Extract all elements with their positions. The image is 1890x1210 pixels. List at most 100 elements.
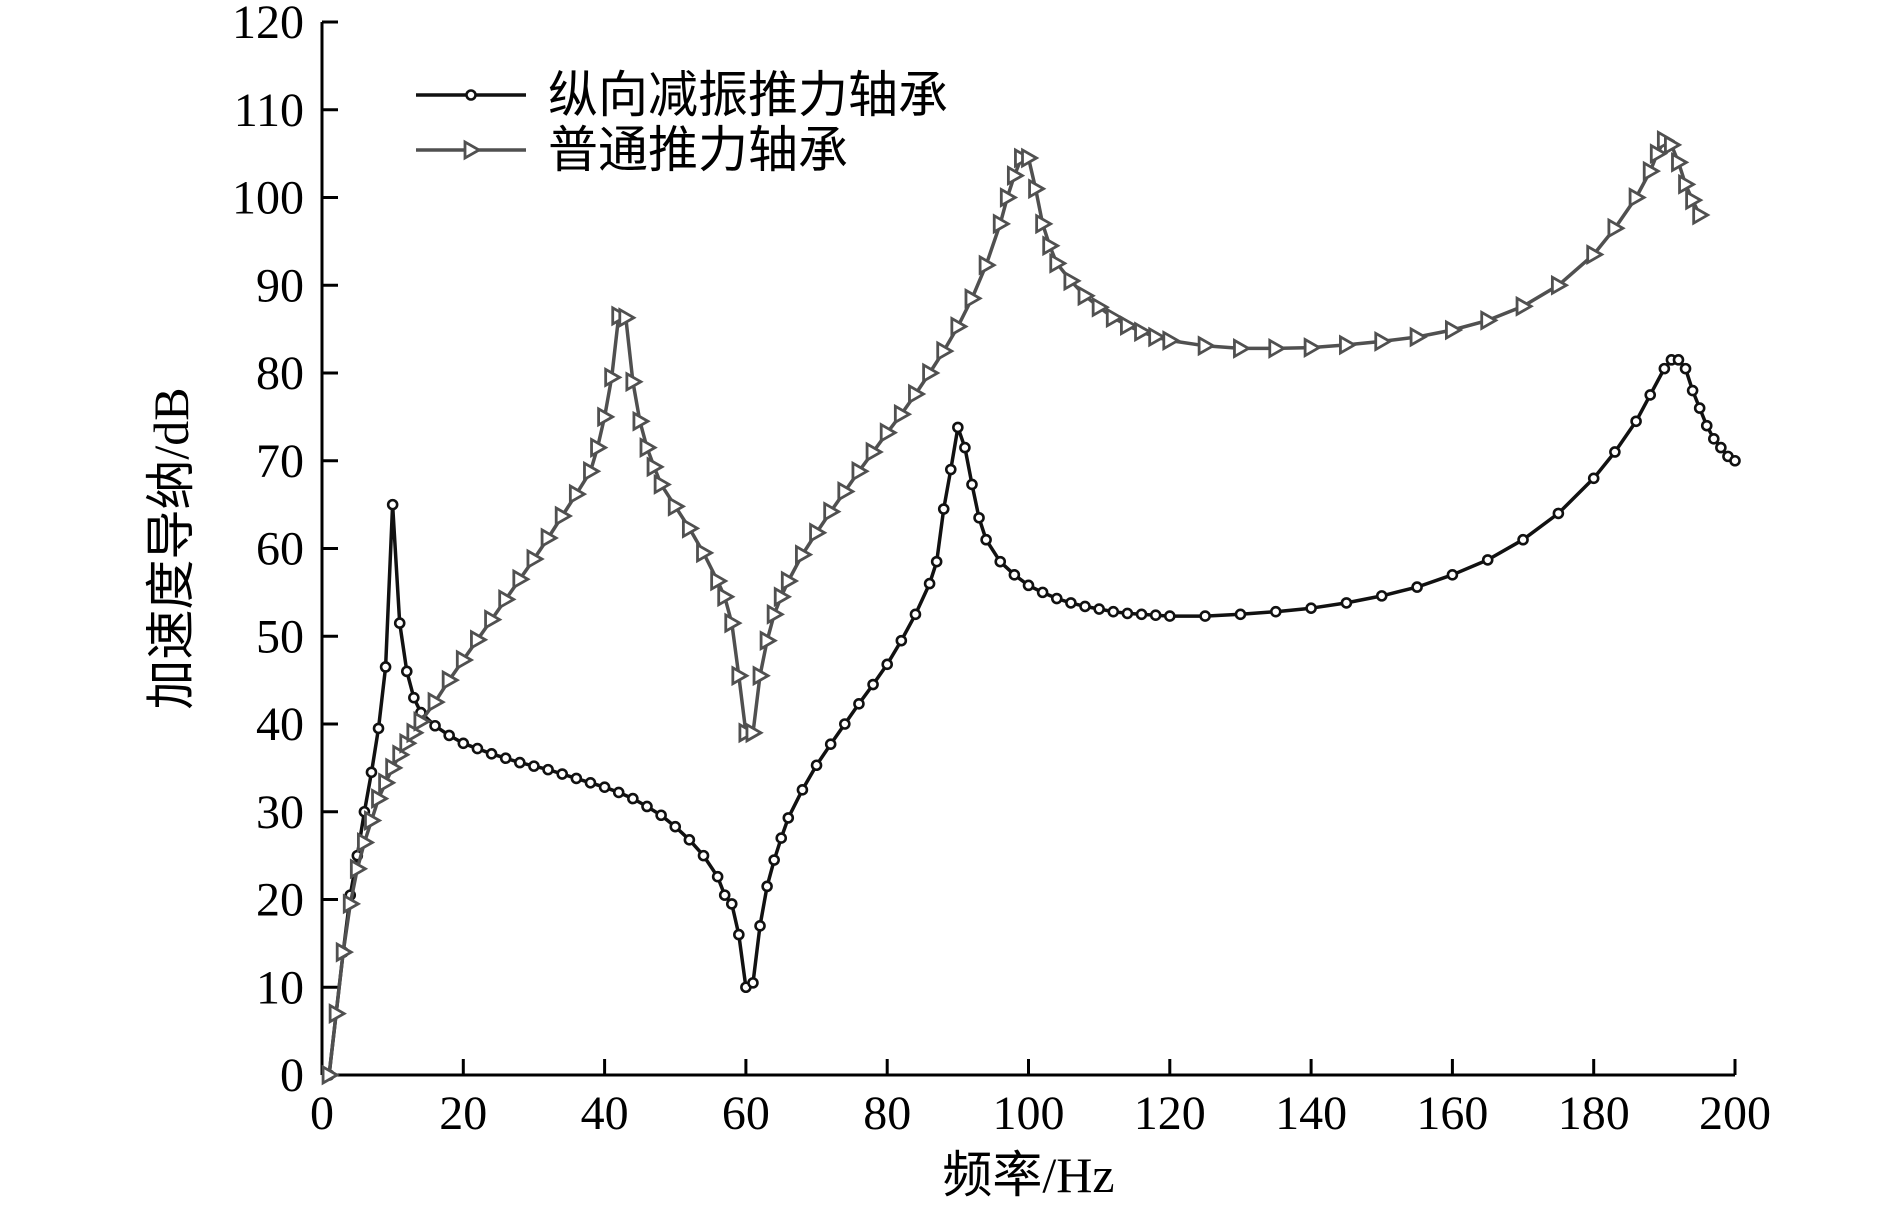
data-point <box>1628 187 1647 208</box>
data-point <box>526 548 545 570</box>
y-axis-title: 加速度导纳/dB <box>143 387 199 709</box>
data-point <box>1686 384 1699 397</box>
data-point <box>696 542 715 564</box>
legend-item-1: 纵向减振推力轴承 <box>416 67 948 123</box>
data-point <box>1409 326 1428 348</box>
data-point <box>1700 419 1713 432</box>
data-point <box>498 588 517 610</box>
data-point <box>627 792 639 805</box>
x-tick-label: 40 <box>581 1087 629 1140</box>
data-point <box>597 406 616 428</box>
data-point <box>471 742 484 755</box>
x-tick-label: 0 <box>310 1087 334 1140</box>
data-point <box>1693 402 1706 414</box>
data-point <box>1028 178 1047 200</box>
data-point <box>598 781 611 793</box>
data-point <box>923 577 936 590</box>
data-point <box>1446 569 1459 581</box>
data-point <box>711 870 724 883</box>
data-point <box>457 737 470 750</box>
legend-label: 纵向减振推力轴承 <box>548 67 948 123</box>
data-point <box>1091 296 1110 318</box>
data-point <box>470 629 489 651</box>
data-point <box>540 527 559 549</box>
data-point <box>1164 610 1176 622</box>
series-line <box>327 358 1736 1076</box>
data-point <box>441 669 460 691</box>
data-point <box>1021 147 1040 169</box>
x-tick-label: 60 <box>722 1087 770 1140</box>
data-point <box>837 481 856 502</box>
data-point <box>1093 603 1105 615</box>
data-point <box>528 760 540 772</box>
data-point <box>646 456 665 478</box>
data-point <box>1664 134 1683 156</box>
data-point <box>349 858 369 880</box>
data-point <box>810 759 823 772</box>
data-point <box>908 383 927 405</box>
data-point <box>371 788 390 809</box>
data-point <box>1105 307 1125 329</box>
data-point <box>1049 252 1068 274</box>
data-point <box>612 786 625 799</box>
data-point <box>824 738 837 750</box>
data-point <box>1672 354 1685 366</box>
data-point <box>865 441 884 463</box>
data-point <box>936 340 955 362</box>
data-point <box>400 665 413 678</box>
y-tick-label: 80 <box>256 347 304 400</box>
data-point <box>1630 415 1642 428</box>
legend-label: 普通推力轴承 <box>548 122 848 178</box>
data-point <box>1609 446 1621 458</box>
data-point <box>372 722 385 735</box>
data-point <box>427 691 446 713</box>
data-point <box>1268 338 1287 359</box>
data-point <box>1340 597 1353 609</box>
data-point <box>1481 554 1494 566</box>
data-point <box>1035 213 1054 235</box>
data-point <box>590 437 609 458</box>
data-point <box>1305 602 1317 614</box>
data-point <box>768 854 780 866</box>
data-point <box>321 1064 340 1086</box>
data-point <box>1079 600 1091 613</box>
data-point <box>893 403 913 425</box>
data-point <box>1642 160 1662 182</box>
data-point <box>895 634 908 647</box>
data-point <box>1135 608 1148 621</box>
x-tick-label: 80 <box>863 1087 911 1140</box>
y-tick-label: 120 <box>232 0 304 49</box>
data-point <box>568 483 588 505</box>
data-point <box>731 665 750 687</box>
x-tick-label: 140 <box>1275 1087 1347 1140</box>
data-point <box>1607 217 1626 239</box>
data-point <box>484 609 503 630</box>
y-tick-label: 10 <box>256 961 304 1014</box>
data-point <box>413 710 432 732</box>
x-tick-label: 200 <box>1699 1087 1771 1140</box>
data-point <box>639 437 658 458</box>
data-point <box>1107 605 1120 618</box>
x-tick-label: 120 <box>1134 1087 1206 1140</box>
data-point <box>1678 173 1697 195</box>
y-tick-label: 20 <box>256 874 304 927</box>
data-point <box>632 410 651 432</box>
data-point <box>922 362 941 384</box>
data-point <box>780 570 800 592</box>
data-point <box>1121 607 1134 620</box>
data-point <box>1644 389 1657 401</box>
data-point <box>1233 338 1252 359</box>
data-point <box>867 678 879 691</box>
data-point <box>823 501 842 523</box>
data-point <box>429 719 441 732</box>
data-point <box>796 784 809 796</box>
data-point <box>455 649 475 671</box>
data-point <box>930 555 943 568</box>
data-point <box>667 495 687 517</box>
data-point <box>1715 441 1727 454</box>
data-point <box>966 478 978 491</box>
data-point <box>1411 581 1423 593</box>
